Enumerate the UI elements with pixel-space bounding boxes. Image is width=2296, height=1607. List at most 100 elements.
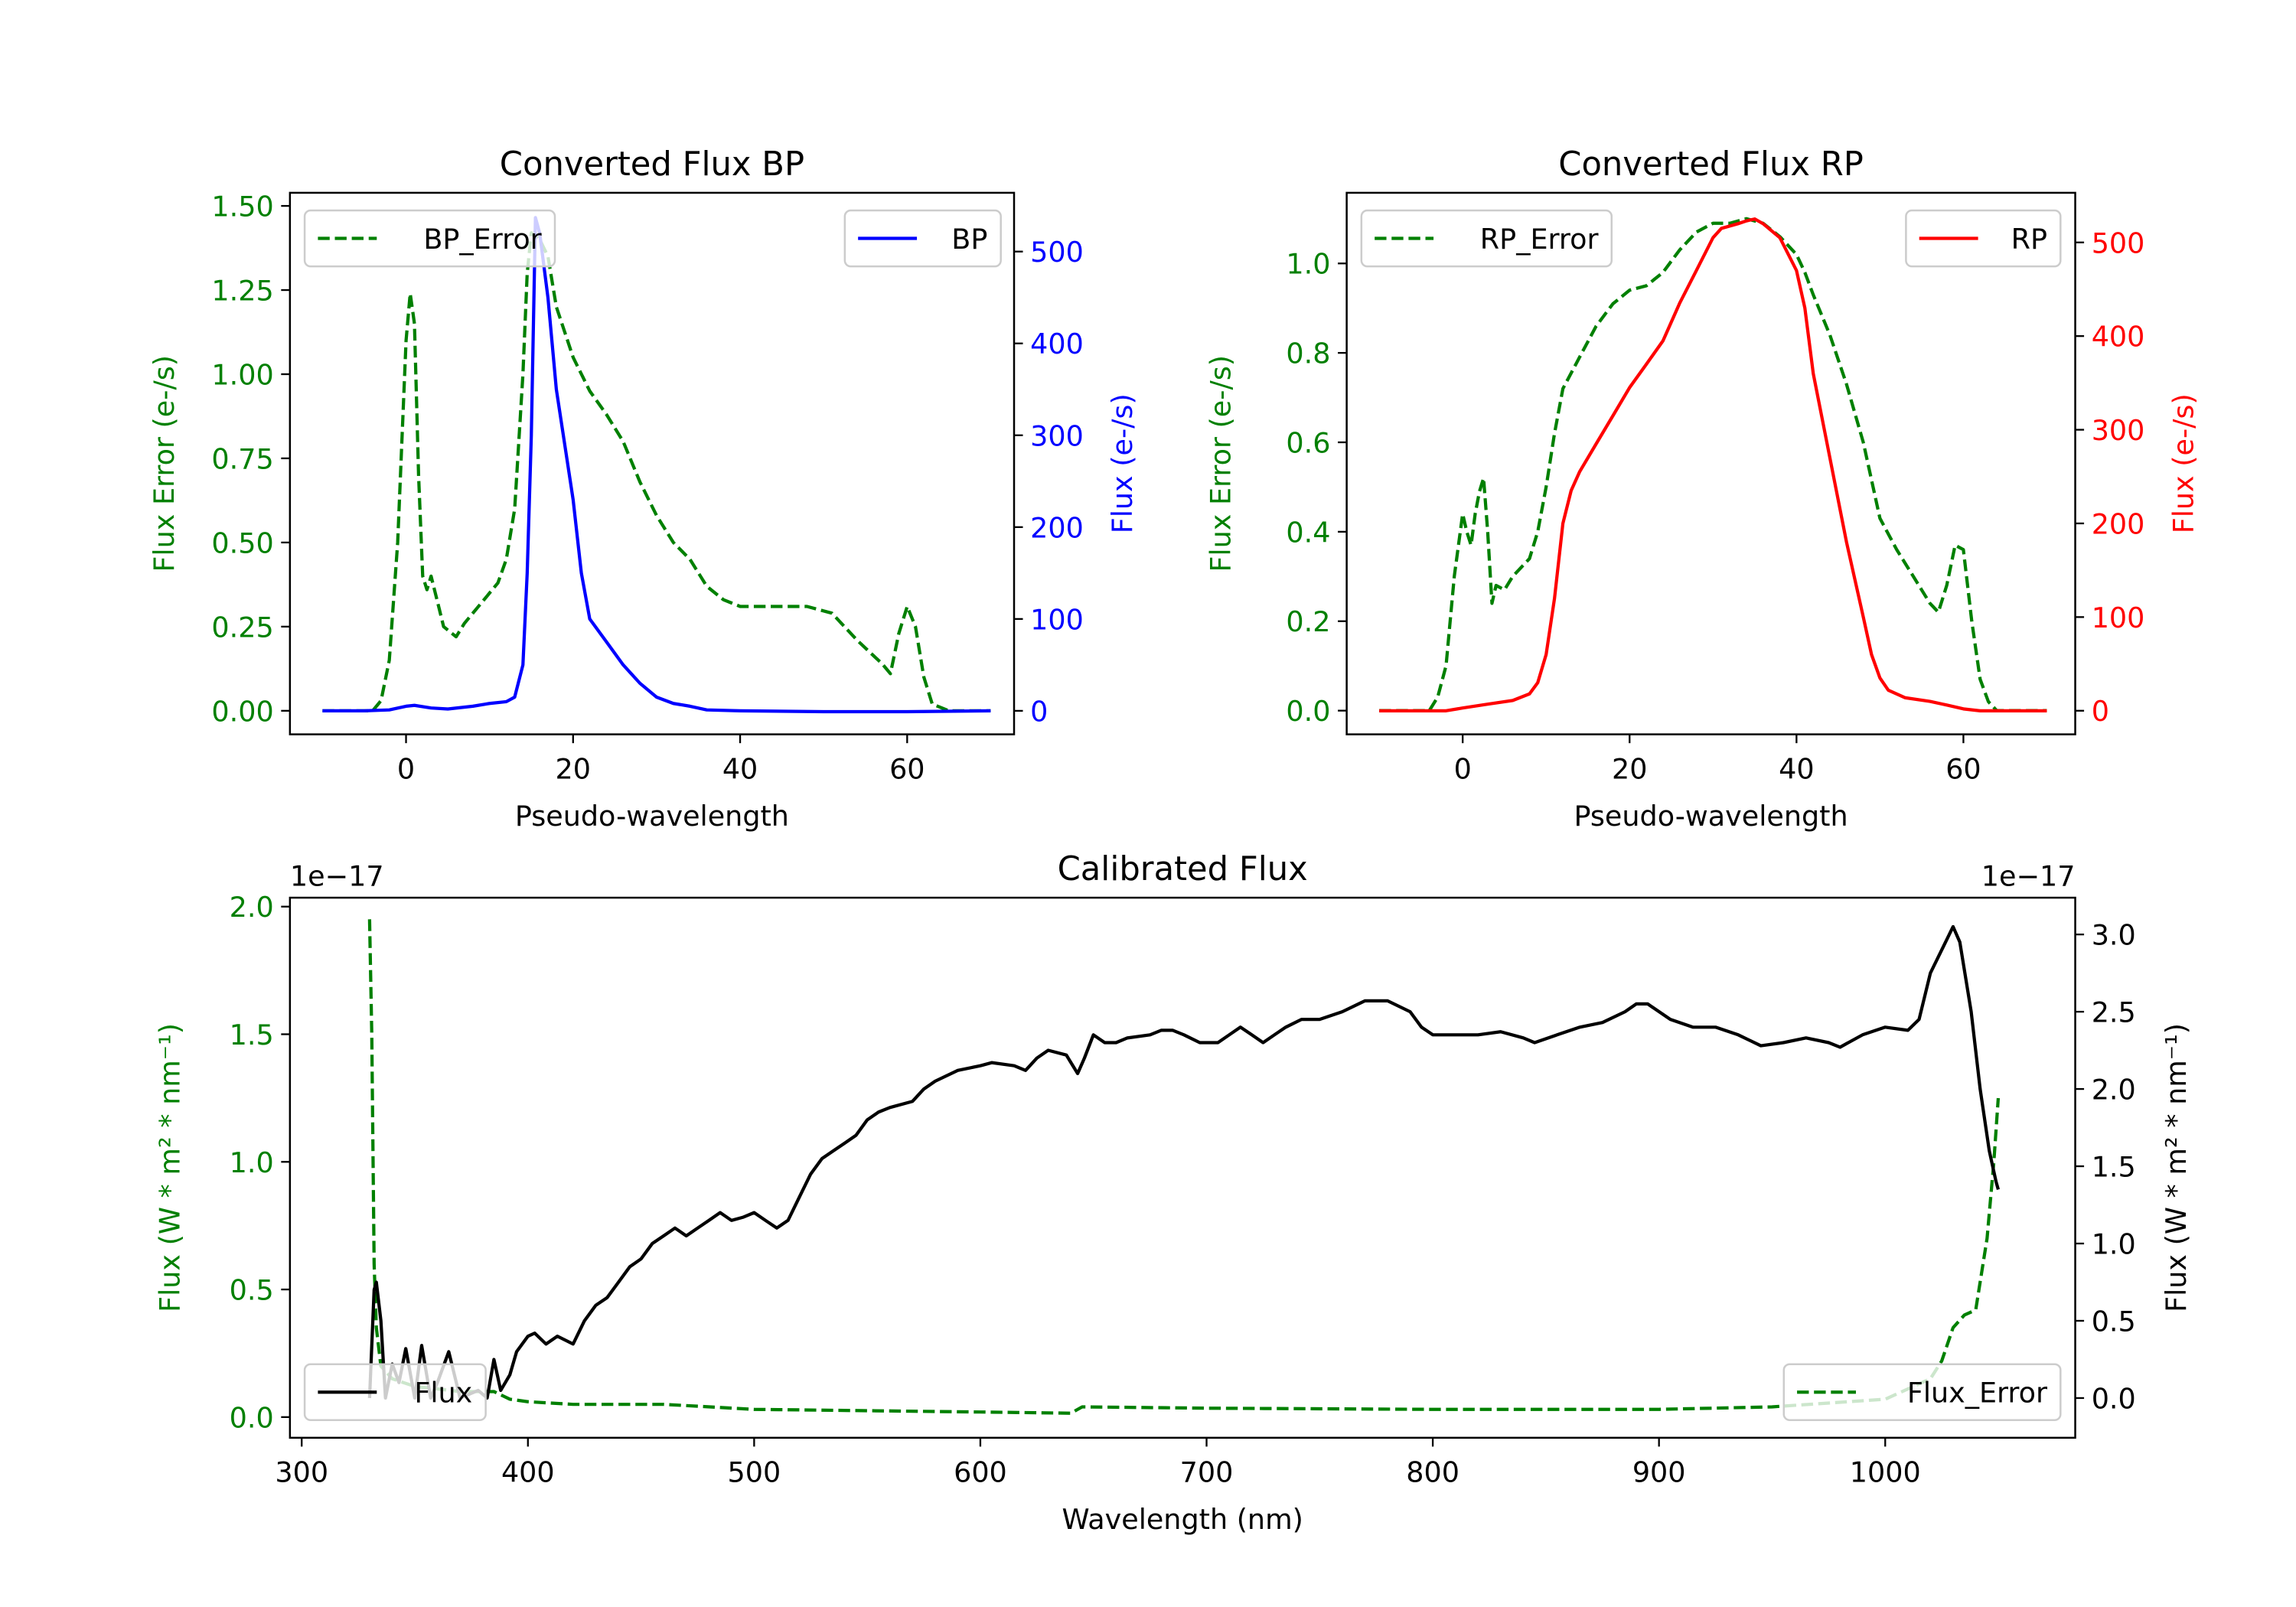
y-left-tick-label: 1.0 bbox=[1286, 248, 1330, 281]
y-right-axis-label: Flux (e-/s) bbox=[2167, 393, 2200, 533]
y-left-tick-label: 0.4 bbox=[1286, 516, 1330, 549]
x-tick-label: 0 bbox=[397, 752, 415, 785]
legend-upper-right: BP bbox=[843, 209, 1002, 268]
y-right-offset-text: 1e−17 bbox=[1981, 860, 2076, 893]
y-right-tick-label: 2.0 bbox=[2092, 1074, 2136, 1107]
x-tick-label: 300 bbox=[275, 1456, 328, 1489]
axes-frame bbox=[1345, 191, 2076, 735]
y-left-tick-label: 1.0 bbox=[230, 1146, 274, 1179]
series-line-flux-error bbox=[367, 919, 2001, 1415]
legend-label: Flux bbox=[414, 1377, 472, 1410]
y-left-tick-label: 1.00 bbox=[211, 358, 273, 391]
y-right-tick-label: 2.5 bbox=[2092, 996, 2136, 1029]
series-group bbox=[367, 919, 2001, 1415]
series-group bbox=[1379, 217, 2047, 712]
x-axis-label: Pseudo-wavelength bbox=[515, 800, 789, 833]
x-axis-label: Wavelength (nm) bbox=[1062, 1503, 1303, 1536]
y-right-tick-label: 200 bbox=[1030, 511, 1084, 544]
series-line-bp-error bbox=[322, 231, 991, 712]
series-line-rp-error bbox=[1379, 217, 2047, 712]
x-tick-label: 40 bbox=[722, 752, 758, 785]
y-left-offset-text: 1e−17 bbox=[290, 860, 384, 893]
legend-lower-right: Flux_Error bbox=[1782, 1363, 2062, 1422]
y-left-axis-label: Flux Error (e-/s) bbox=[1205, 355, 1238, 572]
series-group bbox=[322, 216, 991, 714]
x-tick-label: 60 bbox=[1945, 752, 1981, 785]
y-left-tick-label: 0.0 bbox=[230, 1401, 274, 1434]
x-tick-label: 500 bbox=[728, 1456, 781, 1489]
y-left-tick-label: 1.25 bbox=[211, 274, 273, 307]
y-right-tick-label: 0 bbox=[2092, 695, 2109, 728]
x-tick-label: 800 bbox=[1406, 1456, 1459, 1489]
chart-title: Converted Flux RP bbox=[1558, 145, 1864, 184]
y-right-tick-label: 0 bbox=[1030, 695, 1048, 728]
y-right-tick-label: 100 bbox=[1030, 603, 1084, 636]
y-right-tick-label: 3.0 bbox=[2092, 919, 2136, 952]
x-axis-label: Pseudo-wavelength bbox=[1574, 800, 1848, 833]
y-left-tick-label: 0.75 bbox=[211, 442, 273, 475]
y-right-axis-label: Flux (e-/s) bbox=[1106, 393, 1139, 533]
chart-title: Calibrated Flux bbox=[1058, 850, 1308, 888]
y-right-tick-label: 0.0 bbox=[2092, 1382, 2136, 1415]
y-right-tick-label: 400 bbox=[2092, 321, 2145, 354]
chart-panel-3: 300 400 500 600 700 800 900 1000 0.0 0.5 1.0 1.5 2.0… bbox=[154, 850, 2193, 1536]
legend-upper-left: RP_Error bbox=[1360, 209, 1613, 268]
chart-panel-1: 0 20 40 60 0.00 0.25 0.50 0.75 1.00 1.25 1.50 0 100 2… bbox=[148, 145, 1139, 833]
x-tick-label: 600 bbox=[954, 1456, 1007, 1489]
x-tick-label: 400 bbox=[501, 1456, 555, 1489]
series-line-bp bbox=[322, 216, 991, 714]
legend-upper-right: RP bbox=[1905, 209, 2062, 268]
y-right-tick-label: 100 bbox=[2092, 601, 2145, 634]
y-left-tick-label: 0.0 bbox=[1286, 695, 1330, 728]
y-right-tick-label: 0.5 bbox=[2092, 1305, 2136, 1338]
x-tick-label: 60 bbox=[889, 752, 925, 785]
legend-label: RP bbox=[2011, 223, 2047, 256]
legend-frame bbox=[1782, 1363, 2062, 1422]
chart-title: Converted Flux BP bbox=[500, 145, 804, 184]
y-left-tick-label: 0.00 bbox=[211, 695, 273, 728]
legend-frame bbox=[843, 209, 1002, 268]
legend-label: Flux_Error bbox=[1907, 1377, 2048, 1410]
x-tick-label: 900 bbox=[1632, 1456, 1686, 1489]
axes-frame bbox=[289, 191, 1016, 735]
y-left-tick-label: 0.6 bbox=[1286, 426, 1330, 459]
y-left-tick-label: 0.8 bbox=[1286, 337, 1330, 370]
x-tick-label: 40 bbox=[1779, 752, 1814, 785]
y-right-tick-label: 500 bbox=[2092, 227, 2145, 259]
y-left-tick-label: 0.25 bbox=[211, 611, 273, 644]
x-tick-label: 1000 bbox=[1850, 1456, 1921, 1489]
y-left-axis-label: Flux Error (e-/s) bbox=[148, 355, 181, 572]
y-left-axis-label: Flux (W * m² * nm⁻¹) bbox=[154, 1023, 187, 1312]
y-right-tick-label: 300 bbox=[1030, 419, 1084, 452]
y-right-tick-label: 200 bbox=[2092, 507, 2145, 540]
y-right-axis-label: Flux (W * m² * nm⁻¹) bbox=[2160, 1023, 2193, 1312]
legend-frame bbox=[303, 209, 556, 268]
x-tick-label: 700 bbox=[1180, 1456, 1234, 1489]
x-tick-label: 20 bbox=[556, 752, 591, 785]
y-left-tick-label: 0.50 bbox=[211, 526, 273, 559]
legend-frame bbox=[303, 1363, 487, 1422]
y-right-tick-label: 1.5 bbox=[2092, 1151, 2136, 1184]
x-tick-label: 20 bbox=[1612, 752, 1647, 785]
legend-upper-left: BP_Error bbox=[303, 209, 556, 268]
x-tick-label: 0 bbox=[1454, 752, 1472, 785]
y-left-tick-label: 1.50 bbox=[211, 191, 273, 223]
series-line-rp bbox=[1379, 217, 2047, 712]
y-left-tick-label: 0.5 bbox=[230, 1274, 274, 1307]
y-left-tick-label: 1.5 bbox=[230, 1019, 274, 1051]
y-right-tick-label: 300 bbox=[2092, 414, 2145, 447]
legend-label: BP bbox=[951, 223, 987, 256]
y-right-tick-label: 500 bbox=[1030, 236, 1084, 269]
legend-label: RP_Error bbox=[1480, 223, 1600, 256]
series-line-flux bbox=[367, 924, 2000, 1400]
legend-frame bbox=[1360, 209, 1613, 268]
chart-panel-2: 0 20 40 60 0.0 0.2 0.4 0.6 0.8 1.0 0 100 200 300 400 50… bbox=[1205, 145, 2200, 833]
y-left-tick-label: 0.2 bbox=[1286, 605, 1330, 638]
y-right-tick-label: 400 bbox=[1030, 328, 1084, 360]
legend-label: BP_Error bbox=[423, 223, 542, 256]
legend-frame bbox=[1905, 209, 2062, 268]
axes-frame bbox=[289, 896, 2076, 1439]
legend-lower-left: Flux bbox=[303, 1363, 487, 1422]
y-right-tick-label: 1.0 bbox=[2092, 1227, 2136, 1260]
